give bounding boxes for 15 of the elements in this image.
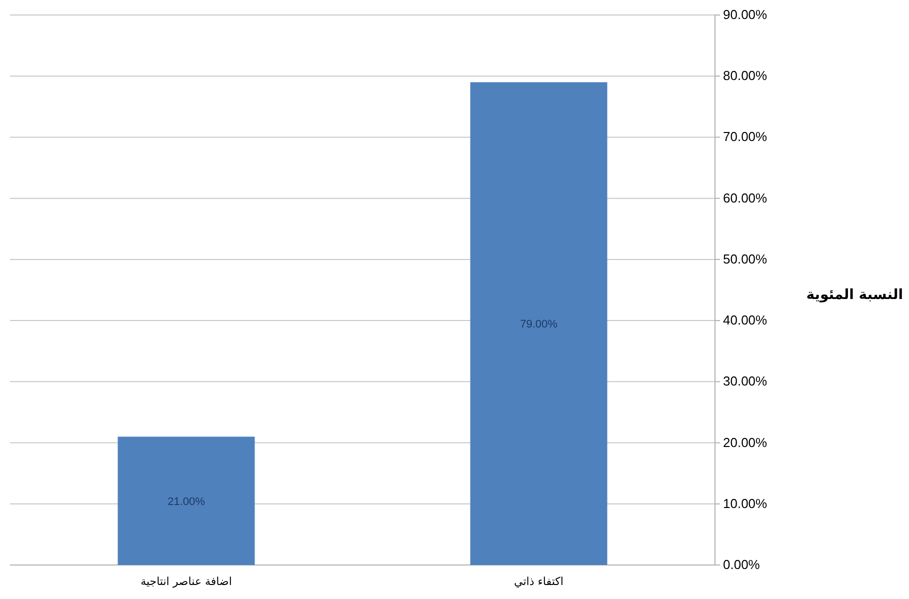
x-tick-label: اكتفاء ذاتي (514, 575, 564, 588)
y-tick-label: 40.00% (723, 312, 768, 328)
data-label: 21.00% (168, 496, 206, 508)
y-tick-label: 0.00% (723, 557, 760, 572)
y-tick-label: 60.00% (723, 190, 768, 206)
y-tick-label: 80.00% (723, 68, 768, 84)
x-tick-label: اضافة عناصر انتاجية (140, 575, 232, 588)
data-label: 79.00% (520, 318, 558, 331)
y-tick-label: 50.00% (723, 251, 768, 266)
y-axis-title: النسبة المئوية (806, 287, 903, 303)
y-tick-label: 10.00% (723, 496, 768, 511)
y-tick-label: 90.00% (723, 7, 768, 22)
y-tick-label: 70.00% (723, 129, 768, 144)
y-tick-label: 20.00% (723, 434, 768, 450)
y-tick-label: 30.00% (723, 374, 768, 389)
